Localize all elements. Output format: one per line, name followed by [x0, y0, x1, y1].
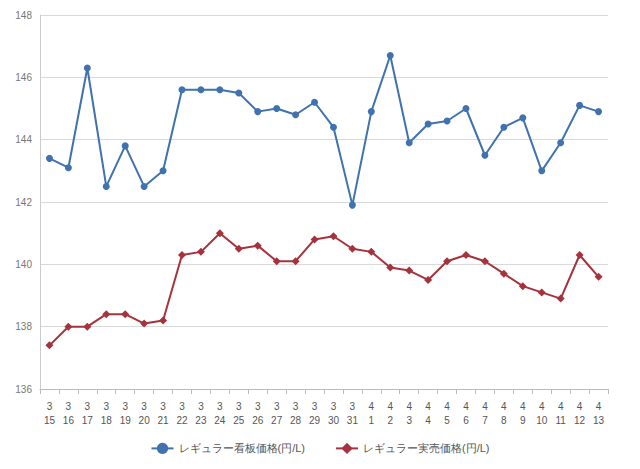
svg-text:4: 4 [444, 401, 450, 412]
svg-text:140: 140 [15, 259, 32, 270]
svg-text:4: 4 [577, 401, 583, 412]
svg-text:29: 29 [309, 415, 321, 426]
svg-text:10: 10 [536, 415, 548, 426]
svg-text:3: 3 [331, 401, 337, 412]
svg-text:31: 31 [347, 415, 359, 426]
svg-text:17: 17 [82, 415, 94, 426]
svg-text:8: 8 [501, 415, 507, 426]
svg-text:26: 26 [252, 415, 264, 426]
svg-text:4: 4 [387, 401, 393, 412]
svg-text:30: 30 [328, 415, 340, 426]
svg-text:3: 3 [274, 401, 280, 412]
svg-text:4: 4 [558, 401, 564, 412]
svg-text:7: 7 [482, 415, 488, 426]
svg-text:22: 22 [176, 415, 188, 426]
svg-text:4: 4 [463, 401, 469, 412]
svg-text:23: 23 [195, 415, 207, 426]
svg-text:6: 6 [463, 415, 469, 426]
svg-text:3: 3 [160, 401, 166, 412]
svg-text:138: 138 [15, 321, 32, 332]
svg-text:3: 3 [179, 401, 185, 412]
svg-text:4: 4 [596, 401, 602, 412]
svg-text:3: 3 [141, 401, 147, 412]
svg-text:11: 11 [555, 415, 566, 426]
svg-text:9: 9 [520, 415, 526, 426]
svg-text:4: 4 [520, 401, 526, 412]
svg-text:3: 3 [255, 401, 261, 412]
svg-text:3: 3 [47, 401, 53, 412]
svg-text:13: 13 [593, 415, 605, 426]
svg-text:3: 3 [293, 401, 299, 412]
svg-text:21: 21 [158, 415, 170, 426]
svg-text:3: 3 [198, 401, 204, 412]
svg-text:レギュラー実売価格(円/L): レギュラー実売価格(円/L) [363, 442, 490, 454]
svg-text:3: 3 [312, 401, 318, 412]
svg-text:136: 136 [15, 384, 32, 395]
svg-text:2: 2 [387, 415, 393, 426]
svg-text:レギュラー看板価格(円/L): レギュラー看板価格(円/L) [179, 442, 306, 454]
svg-text:3: 3 [406, 415, 412, 426]
svg-text:4: 4 [425, 415, 431, 426]
svg-text:148: 148 [15, 10, 32, 21]
svg-text:28: 28 [290, 415, 302, 426]
svg-text:3: 3 [85, 401, 91, 412]
svg-text:20: 20 [139, 415, 151, 426]
svg-text:15: 15 [44, 415, 56, 426]
svg-text:3: 3 [66, 401, 72, 412]
svg-text:3: 3 [350, 401, 356, 412]
svg-text:1: 1 [369, 415, 375, 426]
svg-text:4: 4 [501, 401, 507, 412]
svg-text:4: 4 [425, 401, 431, 412]
svg-text:4: 4 [406, 401, 412, 412]
svg-text:4: 4 [539, 401, 545, 412]
svg-text:25: 25 [233, 415, 245, 426]
svg-text:3: 3 [122, 401, 128, 412]
svg-text:144: 144 [15, 134, 32, 145]
svg-text:4: 4 [369, 401, 375, 412]
svg-text:4: 4 [482, 401, 488, 412]
svg-text:19: 19 [120, 415, 132, 426]
svg-text:142: 142 [15, 197, 32, 208]
svg-text:3: 3 [236, 401, 242, 412]
svg-text:12: 12 [574, 415, 586, 426]
svg-text:27: 27 [271, 415, 283, 426]
svg-text:18: 18 [101, 415, 113, 426]
svg-text:16: 16 [63, 415, 75, 426]
svg-text:3: 3 [103, 401, 109, 412]
svg-text:146: 146 [15, 72, 32, 83]
svg-text:24: 24 [214, 415, 226, 426]
svg-text:5: 5 [444, 415, 450, 426]
svg-text:3: 3 [217, 401, 223, 412]
